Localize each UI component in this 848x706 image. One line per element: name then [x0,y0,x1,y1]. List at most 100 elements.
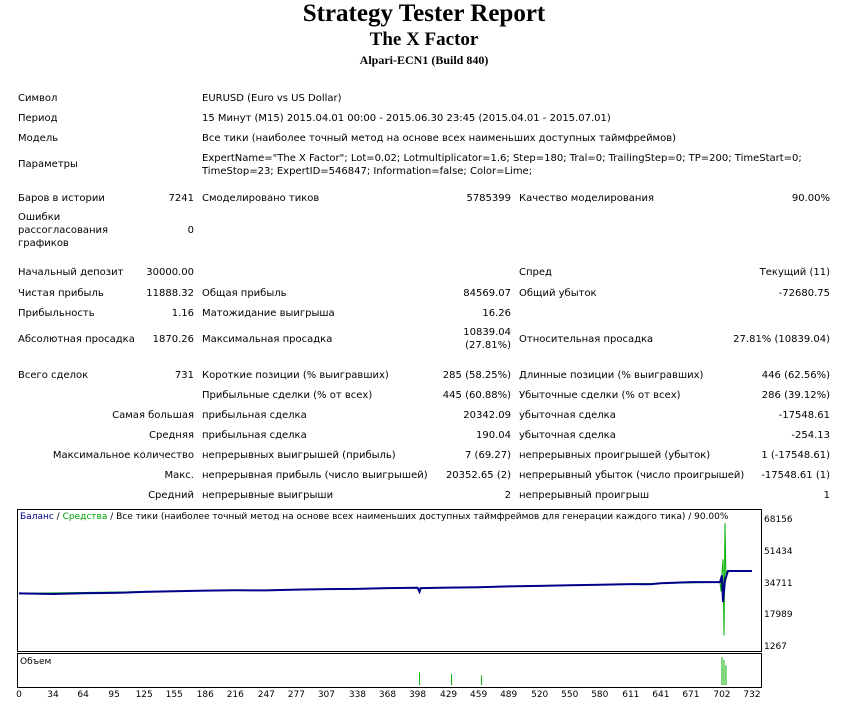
model-value: Все тики (наиболее точный метод на основ… [202,133,677,144]
x-tick-label: 247 [257,690,275,700]
x-tick-label: 34 [47,690,59,700]
expected-value: 16.26 [482,308,511,319]
largest-loss-value: -17548.61 [778,410,830,421]
maxdd-value-1: 10839.04 [463,327,511,338]
equity-line [18,523,752,636]
spread-label: Спред [519,267,552,278]
balance-line [18,570,752,603]
avg-cons-loss-value: 1 [823,490,830,501]
x-tick-label: 338 [348,690,367,700]
average-label: Средняя [149,430,194,441]
max-label: Макс. [164,470,194,481]
x-tick-label: 307 [317,690,335,700]
long-label: Длинные позиции (% выигравших) [519,370,704,381]
volume-chart-frame [17,653,762,688]
params-line-1: ExpertName="The X Factor"; Lot=0.02; Lot… [202,153,802,164]
x-tick-label: 550 [561,690,579,700]
max-cons-profit-value: 20352.65 (2) [445,470,511,481]
balance-chart-frame [17,509,762,652]
avg-label: Средний [148,490,194,501]
errors-label-3: графиков [18,238,69,249]
largest-loss-label: убыточная сделка [519,410,616,421]
bars-value: 7241 [168,193,194,204]
x-tick-label: 641 [652,690,670,700]
y-tick-label: 1267 [764,642,787,652]
x-tick-label: 125 [135,690,153,700]
x-tick-label: 429 [439,690,458,700]
x-tick-label: 520 [531,690,549,700]
legend-balance: Баланс [20,512,54,522]
profittrades-value: 445 (60.88%) [442,390,511,401]
x-tick-label: 64 [77,690,89,700]
model-label: Модель [18,133,59,144]
avg-cons-wins-label: непрерывные выигрыши [202,490,334,501]
server-name: Alpari-ECN1 (Build 840) [359,53,489,67]
average-profit-label: прибыльная сделка [202,430,307,441]
x-tick-label: 398 [408,690,427,700]
expert-name: The X Factor [369,29,479,50]
legend-equity: Средства [62,512,108,522]
average-profit-value: 190.04 [476,430,511,441]
max-cons-losses-label: непрерывных проигрышей (убыток) [519,450,711,461]
x-tick-label: 671 [682,690,700,700]
x-tick-label: 459 [470,690,488,700]
x-tick-label: 732 [743,690,761,700]
report-title: Strategy Tester Report [302,0,546,27]
average-loss-value: -254.13 [791,430,830,441]
grossloss-label: Общий убыток [519,288,597,299]
spread-value: Текущий (11) [759,267,830,278]
quality-value: 90.00% [791,193,830,204]
max-cons-losses-value: 1 (-17548.61) [761,450,830,461]
x-tick-label: 580 [591,690,609,700]
grossprofit-label: Общая прибыль [202,288,287,299]
y-tick-label: 51434 [764,546,793,557]
pf-label: Прибыльность [18,308,95,319]
max-cons-profit-label: непрерывная прибыль (число выигрышей) [202,470,428,481]
y-tick-label: 68156 [764,515,793,525]
x-tick-label: 186 [196,690,214,700]
expected-label: Матожидание выигрыша [202,308,335,319]
x-tick-label: 155 [165,690,183,700]
bars-label: Баров в истории [18,193,105,204]
params-line-2: TimeStop=23; ExpertID=546847; Informatio… [202,166,533,177]
largest-profit-value: 20342.09 [463,410,511,421]
symbol-label: Символ [18,93,58,104]
maxdd-label: Максимальная просадка [202,334,333,345]
x-tick-label: 611 [622,690,640,700]
grossloss-value: -72680.75 [778,288,830,299]
avg-cons-loss-label: непрерывный проигрыш [519,490,650,501]
largest-profit-label: прибыльная сделка [202,410,307,421]
errors-label-1: Ошибки [18,212,61,223]
symbol-value: EURUSD (Euro vs US Dollar) [202,93,342,104]
maxcount-label: Максимальное количество [52,450,194,461]
trades-label: Всего сделок [18,370,89,381]
average-loss-label: убыточная сделка [519,430,616,441]
losstrades-label: Убыточные сделки (% от всех) [519,390,681,401]
short-label: Короткие позиции (% выигравших) [202,370,389,381]
netprofit-label: Чистая прибыль [18,288,104,299]
maxdd-value-2: (27.81%) [465,340,511,351]
largest-label: Самая большая [112,410,194,421]
x-tick-label: 95 [108,690,120,700]
x-tick-label: 368 [378,690,397,700]
x-tick-label: 489 [500,690,518,700]
errors-value: 0 [187,225,194,236]
y-tick-label: 34711 [764,578,793,589]
reldd-value: 27.81% (10839.04) [733,334,830,345]
short-value: 285 (58.25%) [442,370,511,381]
volume-label: Объем [20,657,52,667]
max-cons-wins-value: 7 (69.27) [465,450,511,461]
absdd-value: 1870.26 [152,334,194,345]
avg-cons-wins-value: 2 [504,490,511,501]
reldd-label: Относительная просадка [519,334,654,345]
deposit-value: 30000.00 [146,267,194,278]
trades-value: 731 [174,370,194,381]
netprofit-value: 11888.32 [146,288,194,299]
x-tick-label: 277 [287,690,305,700]
ticks-label: Смоделировано тиков [202,193,320,204]
ticks-value: 5785399 [466,193,511,204]
x-tick-label: 0 [16,690,22,700]
max-cons-wins-label: непрерывных выигрышей (прибыль) [202,450,396,461]
long-value: 446 (62.56%) [761,370,830,381]
